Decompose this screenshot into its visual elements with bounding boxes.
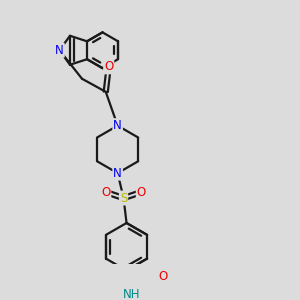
Text: S: S [120, 192, 127, 205]
Text: O: O [104, 60, 113, 74]
Text: N: N [55, 44, 64, 57]
Text: N: N [113, 167, 122, 180]
Text: NH: NH [122, 288, 140, 300]
Text: O: O [159, 270, 168, 283]
Text: N: N [113, 119, 122, 132]
Text: O: O [137, 186, 146, 199]
Text: O: O [101, 186, 110, 199]
